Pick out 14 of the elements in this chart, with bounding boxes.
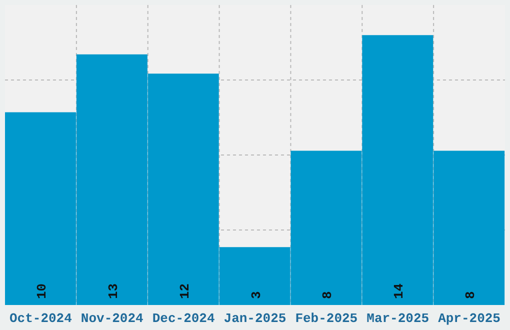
data-label: 3 xyxy=(248,291,264,299)
x-tick-label: Apr-2025 xyxy=(438,311,501,326)
x-tick-label: Oct-2024 xyxy=(10,311,72,326)
data-label: 8 xyxy=(463,291,478,299)
x-tick-label: Jan-2025 xyxy=(224,311,286,326)
x-tick-label: Dec-2024 xyxy=(152,311,215,326)
x-tick-label: Nov-2024 xyxy=(80,311,144,326)
x-tick-label: Mar-2025 xyxy=(366,311,430,326)
data-label: 10 xyxy=(34,283,50,299)
data-label: 13 xyxy=(106,283,121,299)
data-label: 8 xyxy=(320,291,336,299)
x-tick-label: Feb-2025 xyxy=(295,311,358,326)
data-label: 12 xyxy=(177,283,192,299)
data-label: 14 xyxy=(392,283,407,299)
